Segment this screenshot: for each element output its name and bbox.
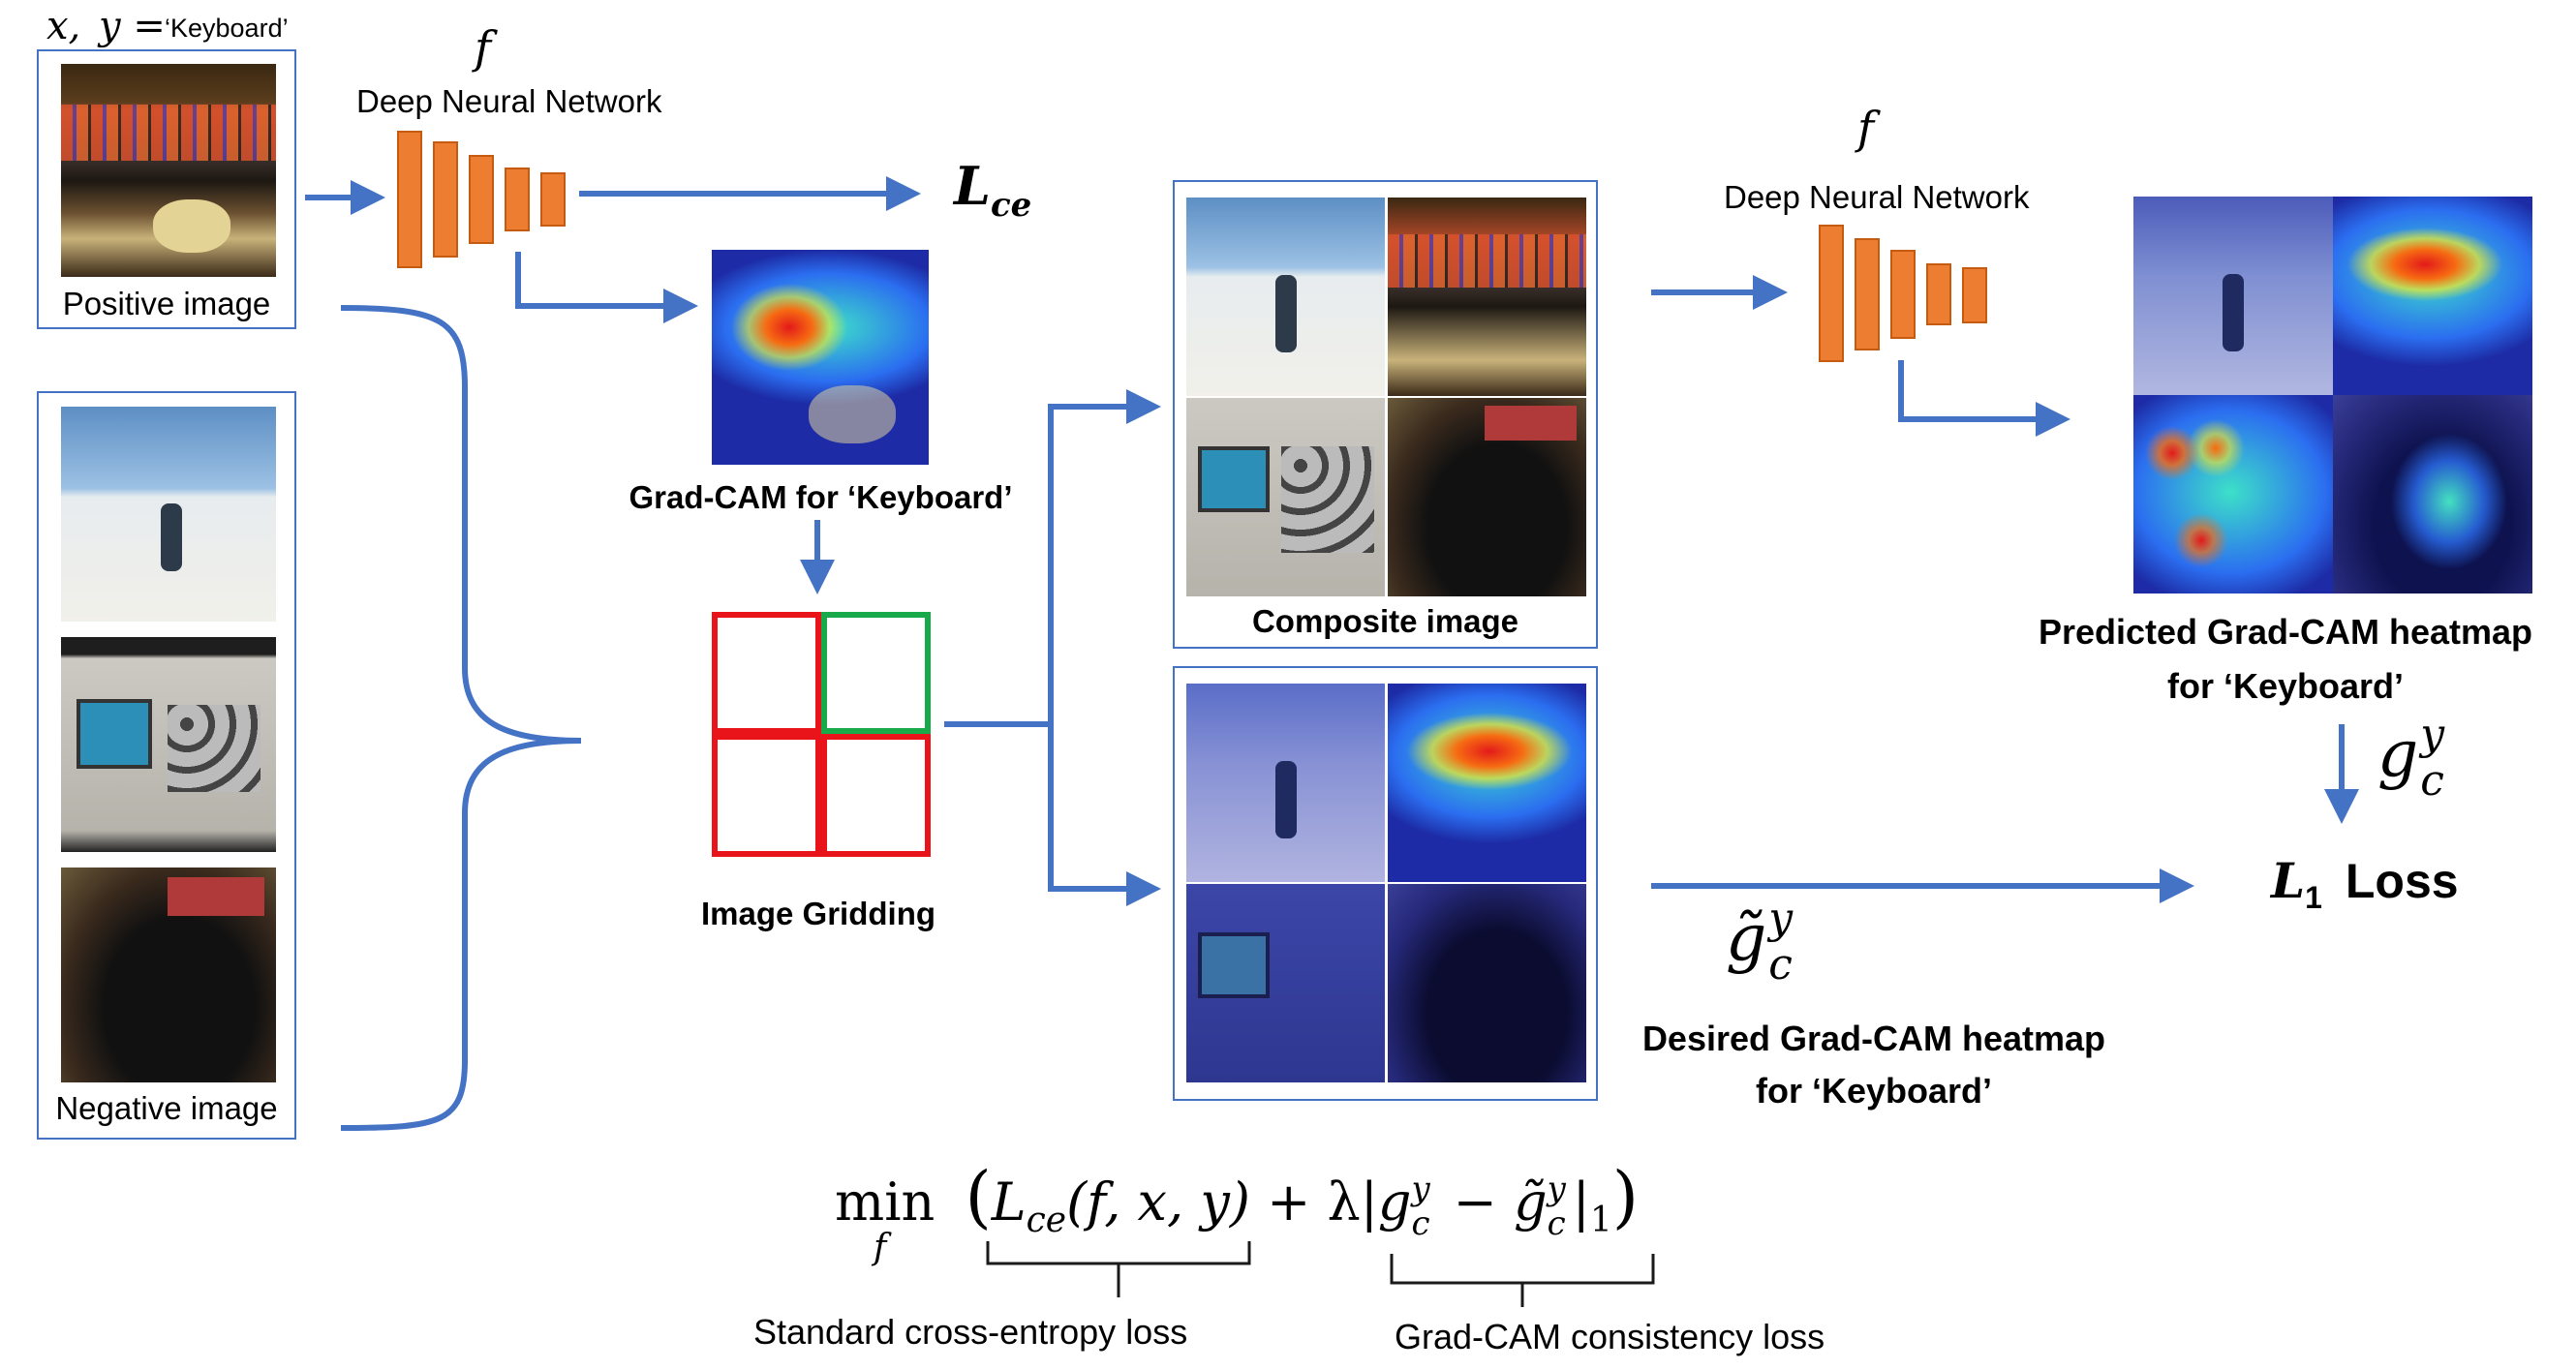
dnn-layer [1855, 238, 1880, 350]
dnn-layer [433, 141, 458, 258]
combine-brace [340, 305, 582, 1131]
arrow-to-composite [1048, 389, 1161, 724]
brace-cross-entropy [986, 1241, 1251, 1297]
desired-g-tilde-symbol: g̃ y c [1726, 894, 1805, 989]
negative-thumbnail-oscilloscope [61, 637, 276, 852]
f-symbol-right: f [1857, 102, 1875, 154]
desired-quadrant-oscilloscope [1186, 884, 1385, 1082]
cross-entropy-annotation: Standard cross-entropy loss [753, 1312, 1188, 1352]
desired-quadrant-dog [1388, 884, 1586, 1082]
image-grid [712, 612, 931, 857]
formula-g-sub: c [1411, 1204, 1430, 1243]
dnn-layer [397, 131, 422, 268]
composite-quadrant-oscilloscope [1186, 398, 1385, 596]
l1-loss-label: L1 Loss [2271, 852, 2459, 916]
formula-min: min f [835, 1172, 935, 1267]
dnn-layer [469, 155, 494, 244]
objective-formula: min f (Lce(f, x, y) + λ|g y c − g̃ y c |… [835, 1157, 1640, 1267]
formula-lce-sub: ce [1026, 1200, 1067, 1240]
image-gridding-label: Image Gridding [700, 896, 936, 931]
formula-minus: − [1436, 1172, 1515, 1233]
negative-image-box: Negative image [37, 391, 296, 1140]
g-sub: c [2420, 756, 2444, 806]
predicted-g-symbol: g y c [2377, 710, 2457, 806]
lce-sub: ce [990, 185, 1032, 225]
dnn-label-left: Deep Neural Network [356, 83, 662, 119]
formula-close-paren: ) [1611, 1157, 1640, 1236]
dnn-layer [1819, 225, 1844, 362]
mouse-overlay [809, 385, 896, 443]
lce-loss-label: Lce [954, 155, 1031, 225]
composite-quadrant-keyboard [1388, 198, 1586, 396]
lce-main: L [954, 155, 991, 217]
f-symbol-left: f [475, 21, 492, 74]
gradcam-caption: Grad-CAM for ‘Keyboard’ [629, 479, 1013, 515]
formula-norm-sub: 1 [1589, 1200, 1612, 1240]
formula-lce: L [991, 1172, 1027, 1233]
grid-cell-top-right [821, 612, 931, 734]
predicted-quadrant-oscilloscope [2133, 395, 2333, 594]
arrow-dnn-to-gradcam [515, 252, 698, 323]
desired-label-line2: for ‘Keyboard’ [1755, 1071, 1993, 1111]
l1-main: L [2271, 852, 2306, 909]
dnn-layer [505, 167, 530, 231]
dnn-layer [540, 172, 566, 227]
formula-norm: | [1572, 1172, 1590, 1233]
l1-sub: 1 [2305, 880, 2322, 915]
predicted-quadrant-dog [2333, 395, 2532, 594]
l1-word: Loss [2345, 854, 2459, 908]
consistency-annotation: Grad-CAM consistency loss [1395, 1317, 1825, 1356]
composite-quadrant-dog [1388, 398, 1586, 596]
negative-thumbnail-dog [61, 868, 276, 1082]
negative-thumbnail-beach [61, 407, 276, 622]
predicted-label-line2: for ‘Keyboard’ [2166, 666, 2405, 706]
dnn-layer [1926, 263, 1951, 325]
formula-g-sup: y [1411, 1170, 1430, 1208]
arrow-dnn-to-predicted [1898, 360, 2070, 437]
positive-image-label: Positive image [62, 286, 271, 321]
arrow-to-desired [1048, 724, 1161, 906]
negative-image-label: Negative image [55, 1090, 278, 1126]
dnn-label-right: Deep Neural Network [1724, 179, 2030, 215]
brace-gradcam-consistency [1390, 1254, 1655, 1307]
gradcam-heatmap [712, 250, 929, 465]
composite-quadrant-beach [1186, 198, 1385, 396]
composite-image-label: Composite image [1251, 603, 1519, 639]
formula-open-paren: ( [965, 1157, 992, 1236]
predicted-label-line1: Predicted Grad-CAM heatmap [2038, 612, 2533, 652]
grid-cell-bottom-right [821, 734, 931, 857]
mouse-shape [153, 199, 230, 253]
predicted-heatmap [2133, 197, 2532, 594]
desired-label-line1: Desired Grad-CAM heatmap [1641, 1019, 2106, 1058]
gt-main: g̃ [1726, 900, 1767, 975]
formula-gt-sub: c [1547, 1204, 1566, 1243]
desired-quadrant-keyboard [1388, 684, 1586, 882]
formula-plus-lambda: + λ| [1267, 1172, 1378, 1233]
input-x-symbol: x, [46, 4, 81, 48]
formula-gt-sup: y [1547, 1170, 1566, 1208]
predicted-quadrant-beach [2133, 197, 2333, 395]
formula-gt: g̃ [1514, 1172, 1548, 1233]
gt-sup: y [1768, 894, 1794, 943]
grid-cell-top-left [712, 612, 821, 734]
positive-image-box: Positive image [37, 49, 296, 329]
gt-sub: c [1768, 940, 1793, 989]
formula-g: g [1377, 1172, 1412, 1233]
formula-args: (f, x, y) [1066, 1172, 1250, 1233]
g-sup: y [2420, 710, 2445, 759]
input-y-symbol: y = [99, 4, 166, 48]
positive-image-thumbnail [61, 64, 276, 277]
dnn-layer [1890, 250, 1916, 339]
formula-min-sub: f [874, 1228, 887, 1267]
desired-quadrant-beach [1186, 684, 1385, 882]
desired-heatmap-box [1173, 666, 1598, 1101]
dnn-layer [1962, 267, 1987, 323]
predicted-quadrant-keyboard [2333, 197, 2532, 395]
grid-cell-bottom-left [712, 734, 821, 857]
composite-image-box: Composite image [1173, 180, 1598, 649]
input-class-label: ‘Keyboard’ [165, 14, 289, 43]
g-main: g [2377, 716, 2419, 791]
